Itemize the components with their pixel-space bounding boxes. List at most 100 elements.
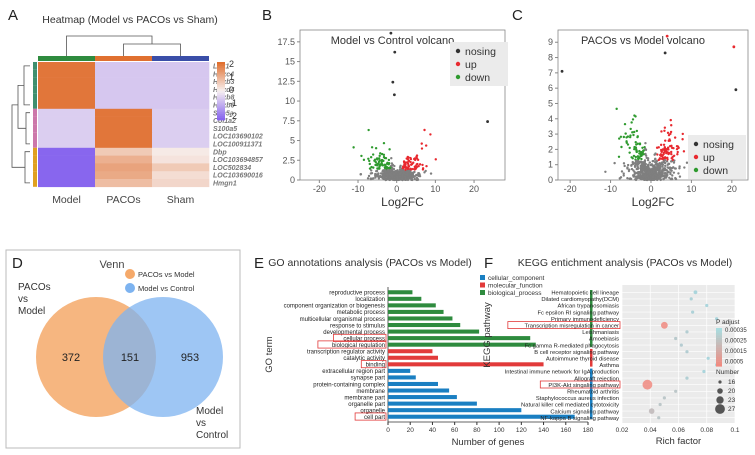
- go-bar: [388, 414, 575, 419]
- heatmap-cell: [95, 140, 153, 149]
- volcano-point: [421, 167, 425, 170]
- heatmap-cell: [152, 77, 210, 86]
- volcano-plot-c: PACOs vs Model volcano -20 -10 0 10 20 0 1 2 3 4 5 6…: [548, 29, 749, 209]
- volcano-point: [418, 163, 422, 166]
- volcano-point: [604, 170, 607, 173]
- volcano-point: [655, 178, 659, 182]
- dendro-branch: [66, 35, 153, 56]
- go-term-label: multicellular organismal process: [300, 317, 385, 323]
- volcano-point: [635, 143, 638, 146]
- volcano-point: [677, 172, 680, 175]
- legend-gradient-step: [217, 108, 225, 111]
- venn-count-left: 372: [62, 352, 80, 364]
- volcano-point: [628, 135, 632, 139]
- volcano-point: [656, 153, 659, 156]
- volcano-point: [638, 156, 641, 160]
- venn-right-label-2: vs: [196, 418, 206, 429]
- heatmap-cell: [38, 77, 96, 86]
- heatmap-cell: [95, 171, 153, 180]
- volcano-plot-b: Model vs Control volcano -20 -10 0 10 20 0 2.5 5…: [277, 29, 508, 209]
- volcano-point: [628, 168, 631, 171]
- legend-label-down: down: [465, 72, 490, 84]
- heatmap-cell: [95, 116, 153, 125]
- y-tick-label: 6: [548, 83, 553, 93]
- volcano-point: [376, 175, 380, 178]
- row-group-bar: [33, 93, 37, 101]
- heatmap-cell: [152, 108, 210, 117]
- panel-letter-b: B: [262, 7, 272, 24]
- volcano-point: [368, 167, 372, 170]
- volcano-point: [676, 153, 679, 156]
- legend-gradient-step: [217, 106, 225, 109]
- heatmap-column-labels: Model PACOs Sham: [52, 194, 194, 206]
- go-bar: [388, 368, 411, 373]
- volcano-point: [652, 170, 655, 174]
- go-term-label: biological regulation: [332, 343, 385, 349]
- padj-gradient-step: [716, 354, 722, 357]
- volcano-point: [390, 164, 393, 167]
- volcano-point: [388, 148, 391, 151]
- volcano-point: [646, 158, 650, 162]
- legend-tick-label: 2: [229, 59, 234, 69]
- go-term-label: binding: [366, 363, 385, 369]
- go-term-highlight: [317, 340, 387, 349]
- volcano-point: [633, 147, 636, 151]
- volcano-point: [374, 147, 378, 150]
- volcano-point: [675, 144, 679, 148]
- kegg-bubble: [715, 317, 719, 321]
- legend-tick-label: 0: [229, 85, 234, 95]
- dendro-branch: [123, 43, 181, 56]
- kegg-bubble: [674, 336, 678, 341]
- legend-gradient-step: [217, 81, 225, 84]
- volcano-point: [658, 164, 661, 167]
- volcano-point: [410, 178, 413, 182]
- volcano-point: [655, 160, 659, 163]
- volcano-point: [637, 176, 640, 179]
- volcano-point: [415, 163, 418, 166]
- legend-tick-label: 1: [229, 72, 234, 82]
- volcano-point: [660, 170, 663, 173]
- heatmap-cell: [152, 163, 210, 172]
- volcano-point: [669, 130, 673, 134]
- legend-label-biological_process: biological_process: [488, 290, 542, 297]
- x-tick-label: 20: [727, 184, 737, 194]
- volcano-point: [641, 163, 644, 166]
- volcano-point: [407, 169, 410, 173]
- x-tick-label: -10: [604, 184, 617, 194]
- volcano-point: [655, 169, 658, 172]
- go-bar: [388, 336, 531, 341]
- volcano-point: [635, 176, 639, 180]
- volcano-point: [641, 171, 644, 174]
- volcano-point: [639, 171, 642, 174]
- legend-gradient-step: [217, 112, 225, 115]
- y-tick-label: 9: [548, 37, 553, 47]
- legend-gradient-step: [217, 96, 225, 100]
- legend-gradient-step: [217, 73, 225, 76]
- row-group-bar: [33, 108, 37, 117]
- legend-gradient-step: [217, 98, 225, 102]
- padj-gradient-step: [716, 330, 722, 333]
- legend-gradient-step: [217, 118, 225, 121]
- volcano-point: [634, 141, 637, 144]
- kegg-pathway-label: Fc gamma R-mediated phagocytosis: [525, 343, 620, 349]
- volcano-point: [681, 132, 684, 136]
- volcano-point: [413, 167, 417, 171]
- venn-circle-right: [103, 297, 223, 417]
- go-bar: [388, 381, 438, 387]
- kegg-bubble: [648, 408, 655, 414]
- row-group-bar: [33, 69, 37, 78]
- volcano-point: [631, 131, 634, 134]
- x-axis-label: Log2FC: [381, 195, 424, 209]
- volcano-points: [560, 34, 738, 182]
- padj-tick-label: 0.0005: [725, 360, 744, 366]
- volcano-point: [393, 164, 396, 168]
- row-group-bar: [33, 155, 37, 164]
- volcano-point: [659, 154, 663, 158]
- volcano-point: [417, 171, 420, 175]
- heatmap-cell: [38, 132, 96, 141]
- volcano-point: [378, 157, 381, 160]
- go-bar: [388, 303, 436, 308]
- volcano-point: [395, 175, 399, 179]
- volcano-point: [653, 153, 656, 156]
- volcano-point: [640, 165, 643, 169]
